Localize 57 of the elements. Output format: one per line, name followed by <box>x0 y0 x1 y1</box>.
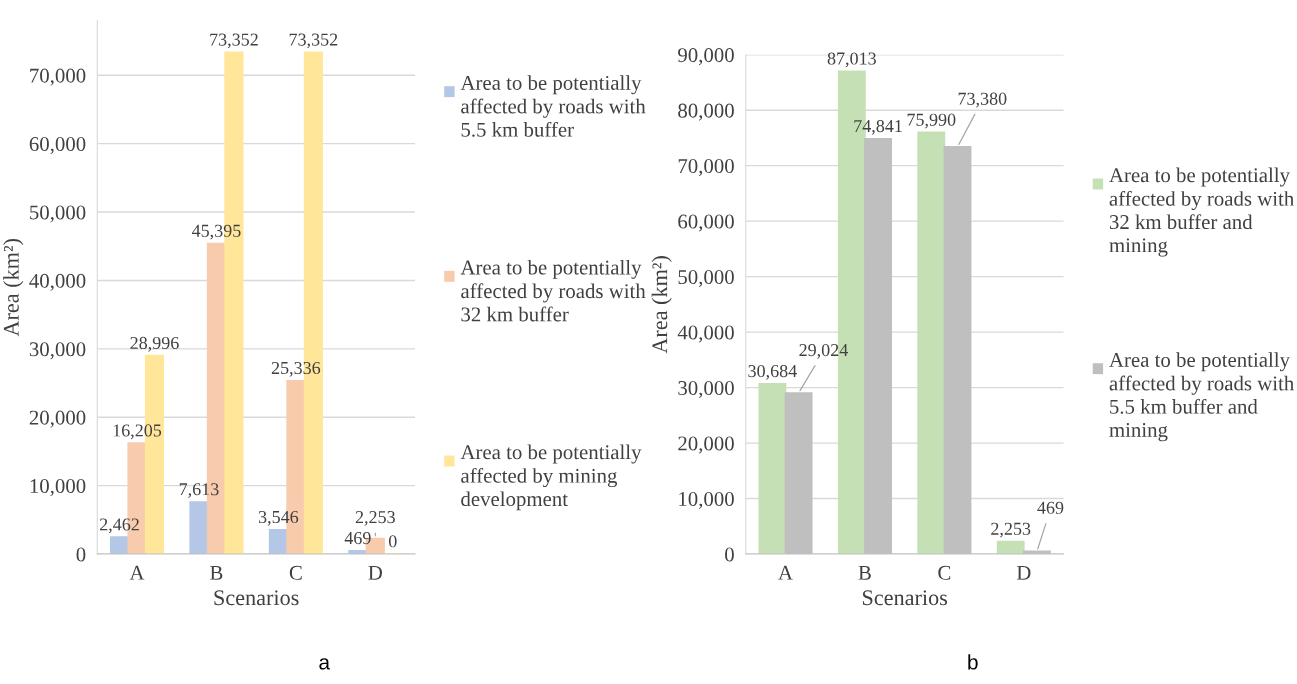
x-tick-label: D <box>1016 565 1031 580</box>
x-tick-label: B <box>858 565 871 580</box>
y-tick-label: 50,000 <box>30 205 86 223</box>
x-tick-label: B <box>210 565 223 580</box>
legend-label: Area to be potentially affected by mining development <box>460 444 642 511</box>
x-tick-label: C <box>289 565 302 580</box>
x-tick-label: C <box>938 565 951 580</box>
data-label: 73,352 <box>210 33 258 49</box>
data-label: 16,205 <box>113 424 162 440</box>
y-tick-label: 50,000 <box>678 270 734 288</box>
data-label: 0 <box>388 535 397 548</box>
text: a <box>319 658 331 670</box>
y-tick-label: 80,000 <box>678 103 734 121</box>
text: b <box>968 654 978 670</box>
y-tick-label: 60,000 <box>678 214 734 232</box>
y-tick-label: 90,000 <box>678 48 734 66</box>
y-tick-label: 20,000 <box>678 436 734 454</box>
x-tick-label: A <box>129 565 145 580</box>
data-label: 28,996 <box>130 336 179 352</box>
y-axis-title: Area (km²) <box>3 238 24 337</box>
x-axis-title: Scenarios <box>214 590 299 606</box>
y-tick-label: 30,000 <box>678 380 734 399</box>
data-label: 469 <box>344 532 371 545</box>
x-tick-label: A <box>778 565 793 580</box>
y-tick-label: 10,000 <box>679 491 734 509</box>
data-label: 75,990 <box>907 113 956 129</box>
data-label: 87,013 <box>827 52 876 68</box>
data-label: 74,841 <box>854 119 902 135</box>
y-tick-label: 0 <box>725 547 734 562</box>
y-tick-label: 70,000 <box>30 68 86 86</box>
data-label: 29,024 <box>799 343 848 359</box>
data-label: 7,613 <box>179 483 219 498</box>
data-label: 2,253 <box>991 522 1031 538</box>
x-tick-label: D <box>368 565 383 580</box>
legend-label: Area to be potentially affected by roads with 32 km buffer <box>460 259 646 322</box>
y-tick-label: 10,000 <box>30 479 86 497</box>
data-label: 469 <box>1037 501 1064 514</box>
legend-label: Area to be potentially affected by roads with 5.5 km buffer and mining <box>1109 352 1294 442</box>
legend-label: Area to be potentially affected by roads with 5.5 km buffer <box>460 75 646 137</box>
y-tick-label: 0 <box>76 547 86 562</box>
y-tick-label: 60,000 <box>29 137 86 155</box>
x-axis-title: Scenarios <box>862 590 948 606</box>
data-label: 30,684 <box>748 364 797 380</box>
y-tick-label: 40,000 <box>677 325 734 343</box>
data-label: 73,380 <box>958 92 1007 108</box>
data-label: 45,395 <box>191 224 241 240</box>
y-tick-label: 40,000 <box>29 273 86 291</box>
y-tick-label: 30,000 <box>29 342 86 360</box>
y-axis-title: Area (km²) <box>651 256 672 354</box>
y-tick-label: 70,000 <box>678 159 734 177</box>
data-label: 2,462 <box>100 518 139 534</box>
data-label: 73,352 <box>289 33 338 49</box>
data-label: 2,253 <box>355 511 395 526</box>
data-label: 25,336 <box>271 361 321 377</box>
legend-label: Area to be potentially affected by roads with 32 km buffer and mining <box>1109 167 1294 257</box>
y-tick-label: 20,000 <box>29 410 86 428</box>
data-label: 3,546 <box>258 510 299 526</box>
